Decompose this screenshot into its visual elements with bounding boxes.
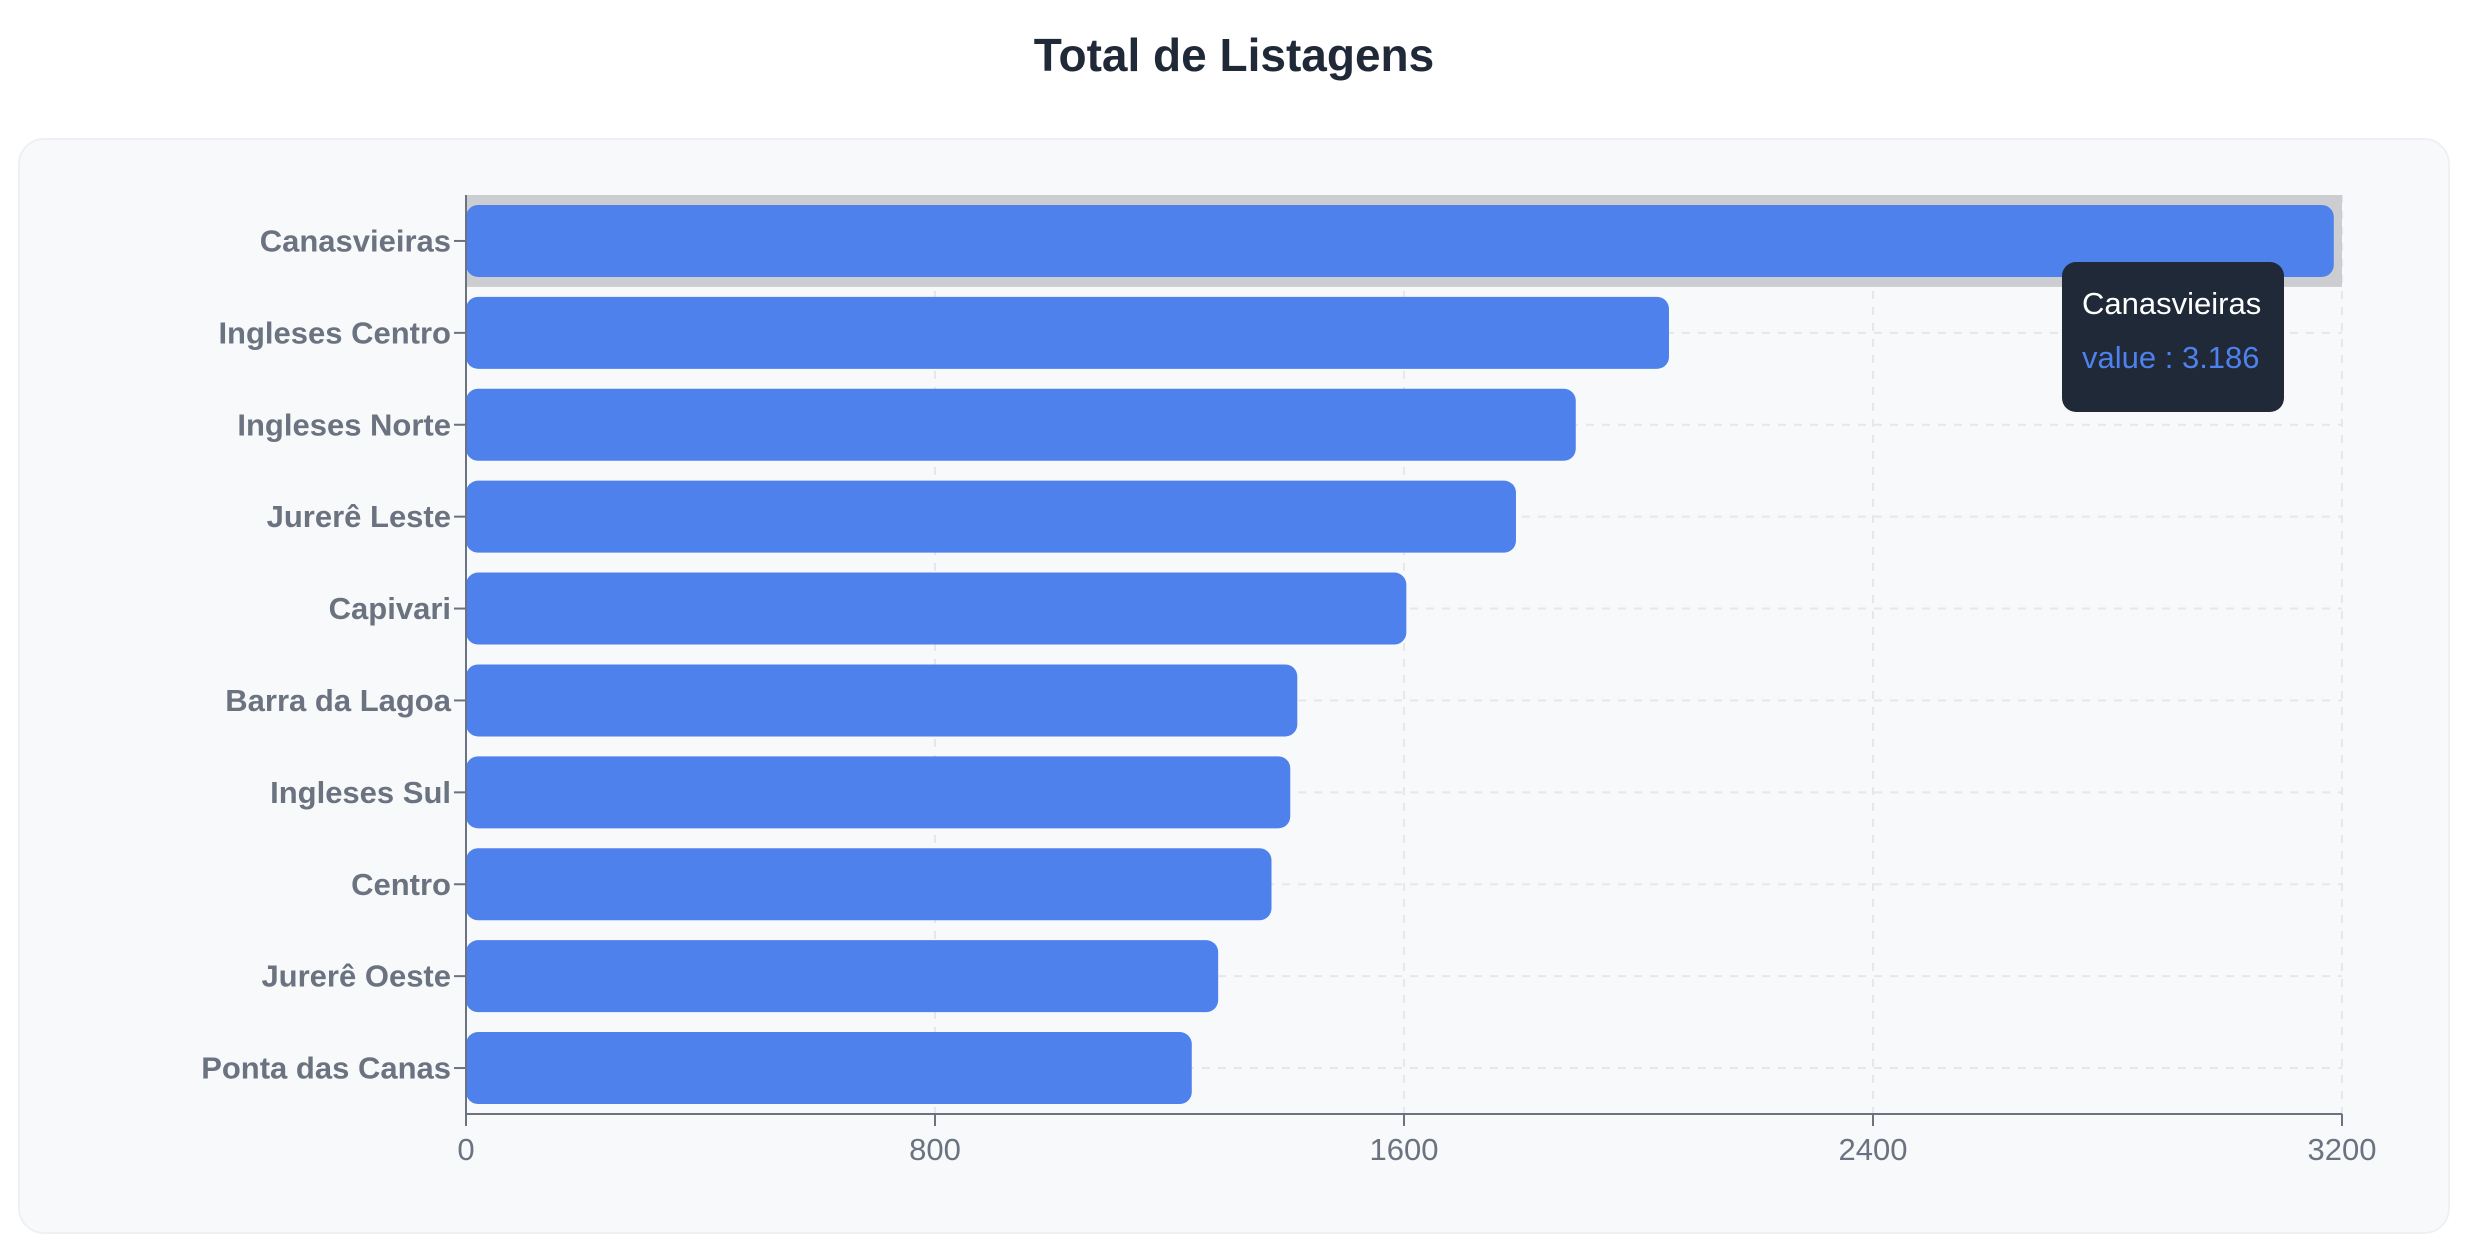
bar[interactable]: [466, 848, 1272, 921]
bar[interactable]: [466, 480, 1516, 553]
bar[interactable]: [466, 572, 1407, 645]
x-tick-label: 1600: [1370, 1132, 1439, 1167]
bar[interactable]: [466, 756, 1291, 829]
y-tick-label: Capivari: [329, 591, 451, 626]
bar-layer: [466, 204, 2334, 1105]
label-layer: Canasvieiras Ingleses Centro Ingleses Nort…: [201, 223, 2376, 1167]
tooltip-title: Canasvieiras: [2082, 286, 2262, 321]
bar[interactable]: [466, 388, 1576, 461]
x-tick-label: 800: [909, 1132, 961, 1167]
axis-layer: [454, 195, 2343, 1126]
y-tick-label: Ingleses Centro: [218, 315, 451, 350]
bar[interactable]: [466, 664, 1298, 737]
y-tick-label: Jurerê Leste: [267, 499, 451, 534]
y-tick-label: Ponta das Canas: [201, 1051, 451, 1086]
bar[interactable]: [466, 296, 1669, 369]
x-tick-label: 3200: [2308, 1132, 2377, 1167]
y-tick-label: Barra da Lagoa: [225, 683, 451, 718]
tooltip: Canasvieiras value : 3.186: [2062, 262, 2284, 412]
x-tick-label: 0: [457, 1132, 474, 1167]
bar[interactable]: [466, 940, 1219, 1013]
x-tick-label: 2400: [1839, 1132, 1908, 1167]
chart-title: Total de Listagens: [1033, 29, 1435, 81]
y-tick-label: Ingleses Sul: [270, 775, 451, 810]
y-tick-label: Centro: [351, 867, 451, 902]
tooltip-value: value : 3.186: [2082, 340, 2260, 375]
y-tick-label: Ingleses Norte: [237, 407, 451, 442]
bar[interactable]: [466, 204, 2334, 277]
y-tick-label: Canasvieiras: [260, 223, 451, 258]
bar[interactable]: [466, 1032, 1192, 1105]
y-tick-label: Jurerê Oeste: [261, 959, 451, 994]
